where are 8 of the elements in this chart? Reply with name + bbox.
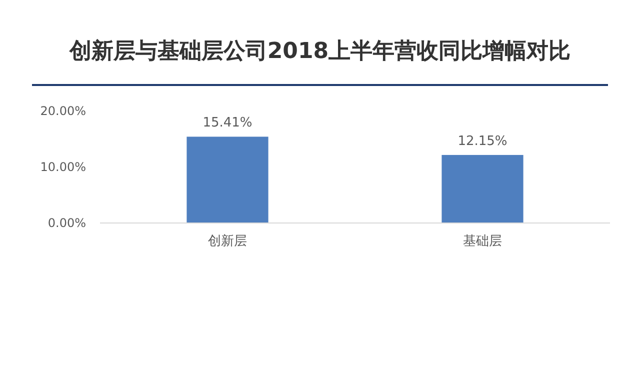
data-label: 15.41%	[202, 116, 252, 131]
x-tick-label: 创新层	[208, 234, 247, 249]
y-tick-label: 0.00%	[48, 216, 86, 230]
data-label: 12.15%	[458, 134, 508, 149]
x-tick-label: 基础层	[463, 234, 502, 249]
y-tick-label: 10.00%	[40, 160, 86, 174]
chart-title: 创新层与基础层公司2018上半年营收同比增幅对比	[68, 38, 571, 64]
y-tick-label: 20.00%	[40, 104, 86, 118]
